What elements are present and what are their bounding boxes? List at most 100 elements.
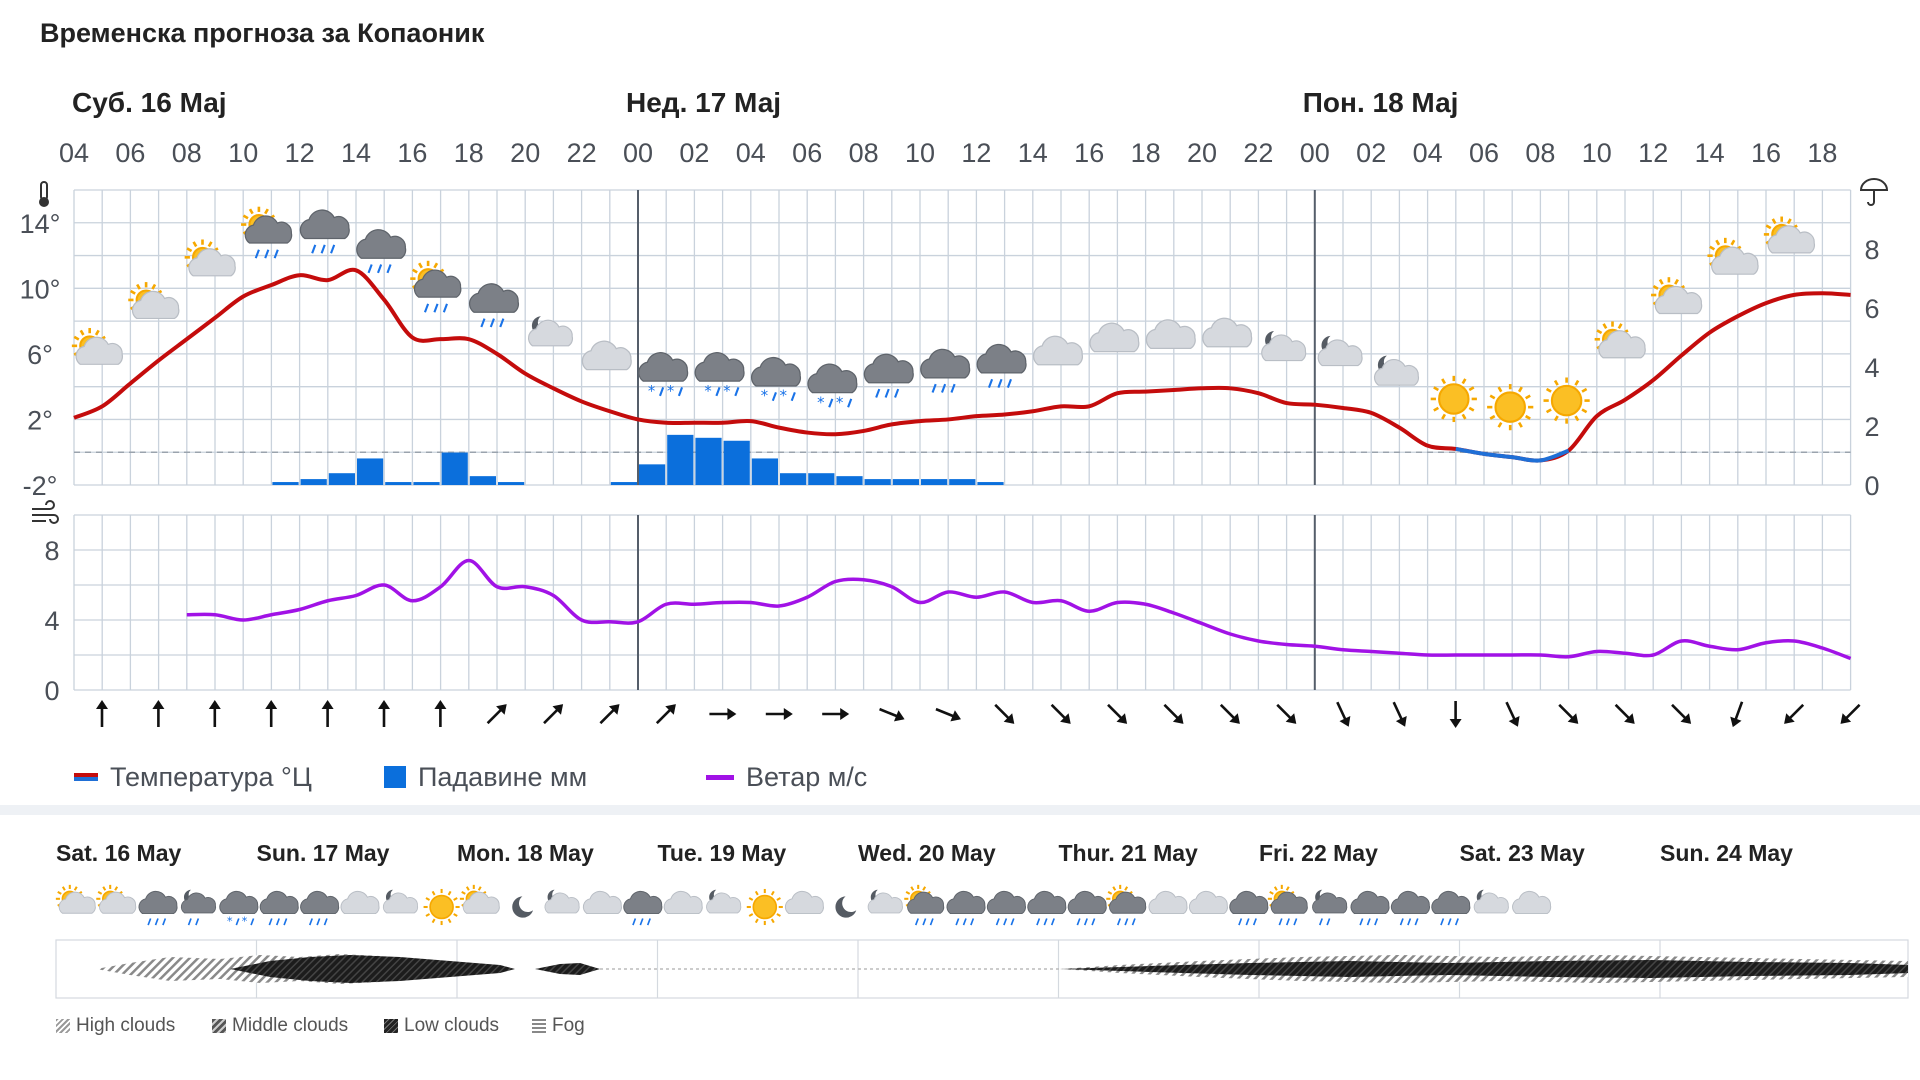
- page-title: Временска прогноза за Копаоник: [40, 18, 485, 48]
- precip-bar: [469, 476, 496, 485]
- rain-icon: [299, 209, 350, 254]
- hour-label: 14: [1695, 138, 1725, 168]
- svg-text:*: *: [817, 394, 824, 411]
- svg-text:*: *: [242, 914, 248, 928]
- legend-high-clouds-label: High clouds: [76, 1015, 176, 1036]
- sun-rain-icon: [1106, 884, 1147, 926]
- precip-bar: [300, 479, 327, 485]
- rain-icon: [623, 890, 663, 926]
- snow-rain-icon: * *: [807, 363, 858, 411]
- moon-cloud-icon: [706, 889, 742, 914]
- rain-icon: [1390, 890, 1430, 926]
- temp-tick-label: 14°: [20, 209, 61, 239]
- weekly-outlook: Sat. 16 May Sun. 17 May Mon. 18 May Tue. 19…: [55, 840, 1909, 999]
- moon-cloud-icon: [1317, 335, 1363, 367]
- hour-label: 22: [1243, 138, 1273, 168]
- wind-direction-arrow: [879, 707, 905, 722]
- outlook-day-label: Thur. 21 May: [1059, 840, 1199, 866]
- wind-direction-arrow: [1050, 703, 1071, 724]
- sun-cloud-icon: [55, 884, 96, 914]
- low-cloud-band: [1060, 960, 1908, 978]
- legend-low-clouds-label: Low clouds: [404, 1015, 500, 1036]
- rain-icon: [1350, 890, 1390, 926]
- moon-cloud-icon: [1261, 331, 1307, 362]
- hour-label: 22: [567, 138, 597, 168]
- precip-bar: [921, 479, 948, 485]
- legend-temperature: Температура °Ц: [74, 760, 312, 794]
- cloud-icon: [663, 890, 703, 915]
- moon-cloud-icon: [527, 316, 574, 347]
- hour-label: 16: [397, 138, 427, 168]
- wind-tick-label: 8: [44, 536, 59, 566]
- hour-label: 04: [1413, 138, 1443, 168]
- temperature-below-zero-line: [1455, 446, 1570, 463]
- wind-direction-arrow: [265, 700, 278, 727]
- svg-text:*: *: [780, 388, 787, 405]
- wind-direction-arrow: [96, 700, 108, 727]
- hour-label: 12: [1638, 138, 1668, 168]
- snow-rain-icon: * *: [638, 352, 689, 400]
- precip-bar: [667, 434, 694, 485]
- hour-label: 06: [792, 138, 822, 168]
- cloud-icon: [1512, 890, 1552, 915]
- sun-icon: [1430, 375, 1477, 423]
- sun-cloud-icon: [1594, 321, 1646, 359]
- day-header-2: Нед. 17 Мај: [626, 87, 781, 118]
- wind-direction-arrow: [935, 707, 961, 722]
- legend-wind: Ветар м/с: [706, 760, 867, 794]
- hour-label: 18: [1807, 138, 1837, 168]
- wind-direction-arrow: [1730, 701, 1744, 728]
- cloud-icon: [1089, 322, 1140, 353]
- umbrella-icon: [1859, 178, 1889, 206]
- wind-direction-arrow: [208, 700, 221, 727]
- hour-label: 18: [454, 138, 484, 168]
- wind-direction-arrow: [1276, 703, 1297, 724]
- low-cloud-band: [230, 955, 515, 983]
- precip-bar: [808, 473, 835, 485]
- precip-bar: [385, 482, 412, 485]
- wind-tick-label: 0: [44, 676, 59, 706]
- middle-clouds-swatch: [212, 1019, 226, 1033]
- day-header-3: Пон. 18 Мај: [1303, 87, 1459, 118]
- rain-icon: [986, 890, 1026, 926]
- temp-tick-label: 2°: [27, 405, 53, 435]
- legend-temperature-label: Температура °Ц: [110, 761, 312, 792]
- svg-text:*: *: [761, 388, 768, 405]
- wind-direction-arrow: [599, 704, 620, 725]
- hour-label: 04: [736, 138, 766, 168]
- moon-rain-icon: [1312, 889, 1348, 926]
- cloud-icon: [1032, 335, 1084, 366]
- rain-icon: [259, 890, 299, 926]
- precip-bar: [413, 482, 440, 485]
- outlook-day-label: Fri. 22 May: [1259, 840, 1378, 866]
- rain-icon: [1229, 890, 1269, 926]
- wind-direction-arrow: [1219, 703, 1240, 724]
- wind-direction-arrow: [543, 704, 564, 725]
- moon-cloud-icon: [382, 889, 419, 914]
- wind-direction-arrow: [1505, 701, 1520, 727]
- outlook-day-label: Tue. 19 May: [658, 840, 787, 866]
- weather-icons: * * * * * * * *: [71, 206, 1816, 431]
- legend-middle-clouds: Middle clouds: [212, 1015, 348, 1037]
- legend-precipitation: Падавине мм: [384, 760, 587, 794]
- section-divider: [0, 805, 1920, 817]
- wind-icon: [32, 500, 59, 524]
- sun-rain-icon: [904, 884, 945, 926]
- wind-direction-arrow: [1614, 703, 1635, 724]
- sun-cloud-icon: [459, 884, 500, 914]
- moon-icon: [835, 896, 857, 918]
- hour-label: 10: [1582, 138, 1612, 168]
- rain-icon: [946, 890, 986, 926]
- outlook-day-label: Sun. 24 May: [1660, 840, 1793, 866]
- precip-bar: [864, 479, 891, 485]
- moon-icon: [512, 896, 534, 918]
- precip-bar: [892, 479, 919, 485]
- legend-fog: Fog: [532, 1015, 585, 1037]
- hour-label: 12: [961, 138, 991, 168]
- svg-text:*: *: [704, 383, 711, 400]
- cloud-icon: [581, 340, 632, 371]
- wind-direction-arrow: [378, 700, 390, 727]
- wind-direction-arrow: [1163, 703, 1184, 724]
- sun-rain-icon: [241, 206, 293, 259]
